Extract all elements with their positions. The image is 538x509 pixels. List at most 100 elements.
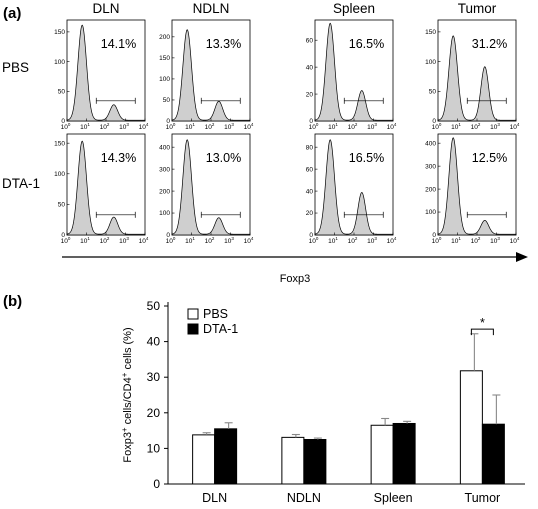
bar-pbs-ndln (281, 436, 305, 485)
x-tick-label: 103 (490, 236, 500, 245)
x-tick-label: 102 (205, 236, 215, 245)
foxp3-axis-arrow (62, 252, 528, 262)
y-tick-label: 0 (432, 118, 436, 125)
histogram-curve (171, 139, 251, 236)
x-tick-label: 104 (244, 236, 254, 245)
y-tick-label: 80 (306, 144, 314, 151)
y-tick-label: 300 (425, 163, 436, 170)
x-tick-label: 101 (328, 236, 338, 245)
legend-label-pbs: PBS (203, 307, 228, 321)
legend-swatch-pbs (187, 308, 199, 320)
y-tick-label: 50 (58, 202, 66, 209)
x-tick-label: 100 (166, 122, 176, 131)
column-title-ndln: NDLN (193, 1, 230, 16)
y-tick-label: 20 (306, 210, 314, 217)
panel-a-label: (a) (3, 5, 21, 22)
panel-b: (b) 0 10 20 30 40 50 Foxp3+ cells/CD4+ cells (… (3, 293, 525, 505)
x-tick-label: 101 (80, 122, 90, 131)
y-tick-label: 200 (159, 34, 170, 41)
x-tick-label: 100 (432, 236, 442, 245)
histogram-pbs-tumor: 0 50 100 150 100 101 102 103 104 31.2% (425, 19, 520, 131)
y-tick-label: 60 (306, 166, 314, 173)
gate-percentage: 14.1% (101, 37, 136, 51)
y-tick-label: 0 (309, 232, 313, 239)
y-tick-label: 30 (147, 370, 161, 384)
gate-percentage: 13.0% (206, 151, 241, 165)
y-tick-label: 100 (54, 171, 65, 178)
column-title-tumor: Tumor (458, 1, 497, 16)
x-tick-label: 100 (309, 122, 319, 131)
column-title-dln: DLN (92, 1, 119, 16)
x-tick-label: 101 (328, 122, 338, 131)
x-tick-label: 104 (139, 236, 149, 245)
x-tick-label: 100 (166, 236, 176, 245)
y-tick-label: 40 (306, 188, 314, 195)
y-tick-label: 0 (61, 232, 65, 239)
category-label-dln: DLN (202, 491, 227, 505)
bar-dta-1-ndln (303, 439, 327, 485)
y-tick-label: 40 (147, 335, 161, 349)
x-tick-label: 103 (224, 122, 234, 131)
x-tick-label: 100 (61, 122, 71, 131)
histogram-dta-1-dln: 0 50 100 150 100 101 102 103 104 14.3% (54, 133, 149, 245)
gate-percentage: 16.5% (349, 37, 384, 51)
x-tick-label: 101 (451, 236, 461, 245)
histogram-grid: 0 50 100 150 100 101 102 103 104 14.1% 0 50 100 150 20… (54, 19, 520, 245)
bar-chart: 0 10 20 30 40 50 Foxp3+ cells/CD4+ cells (%) DL… (120, 299, 525, 505)
category-label-tumor: Tumor (465, 491, 501, 505)
significance-star: * (480, 316, 485, 330)
x-tick-label: 100 (309, 236, 319, 245)
x-tick-label: 101 (185, 122, 195, 131)
y-tick-label: 150 (425, 29, 436, 36)
panel-a: (a) DLN NDLN Spleen Tumor PBS DTA-1 0 50 100 15… (2, 1, 528, 285)
y-tick-label: 100 (425, 209, 436, 216)
x-tick-label: 102 (205, 122, 215, 131)
x-tick-label: 103 (490, 122, 500, 131)
column-title-spleen: Spleen (333, 1, 375, 16)
legend-swatch-dta-1 (187, 323, 199, 335)
y-tick-label: 60 (306, 37, 314, 44)
x-tick-label: 103 (119, 236, 129, 245)
legend-label-dta-1: DTA-1 (203, 322, 238, 336)
gate-percentage: 31.2% (472, 37, 507, 51)
y-tick-label: 20 (147, 406, 161, 420)
y-tick-label: 300 (159, 166, 170, 173)
gate-percentage: 14.3% (101, 151, 136, 165)
histogram-dta-1-spleen: 0 20 40 60 80 100 101 102 103 104 16.5% (306, 133, 397, 245)
x-tick-label: 102 (471, 122, 481, 131)
gate-percentage: 12.5% (472, 151, 507, 165)
x-tick-label: 104 (387, 122, 397, 131)
x-tick-label: 104 (244, 122, 254, 131)
y-tick-label: 0 (309, 118, 313, 125)
y-tick-label: 100 (425, 59, 436, 66)
y-tick-label: 100 (54, 59, 65, 66)
bar-dta-1-dln (214, 428, 238, 485)
x-tick-label: 102 (348, 236, 358, 245)
x-tick-label: 100 (61, 236, 71, 245)
y-tick-label: 100 (159, 76, 170, 83)
x-tick-label: 102 (348, 122, 358, 131)
histogram-curve (314, 139, 394, 236)
row-label-dta-1: DTA-1 (2, 176, 40, 191)
row-label-pbs: PBS (2, 60, 29, 75)
y-tick-label: 50 (147, 299, 161, 313)
y-tick-label: 150 (159, 55, 170, 62)
x-tick-label: 101 (80, 236, 90, 245)
y-tick-label: 0 (61, 118, 65, 125)
y-tick-label: 200 (425, 186, 436, 193)
y-tick-label: 0 (166, 232, 170, 239)
y-tick-label: 10 (147, 441, 161, 455)
panel-b-label: (b) (3, 293, 22, 310)
y-tick-label: 100 (159, 210, 170, 217)
x-tick-label: 104 (387, 236, 397, 245)
bar-dta-1-tumor (481, 423, 505, 485)
y-axis-label: Foxp3+ cells/CD4+ cells (%) (120, 327, 134, 462)
x-tick-label: 103 (367, 236, 377, 245)
x-tick-label: 103 (224, 236, 234, 245)
histogram-pbs-dln: 0 50 100 150 100 101 102 103 104 14.1% (54, 19, 149, 131)
x-tick-label: 102 (471, 236, 481, 245)
x-tick-label: 104 (510, 122, 520, 131)
y-tick-label: 150 (54, 29, 65, 36)
y-tick-label: 0 (432, 232, 436, 239)
